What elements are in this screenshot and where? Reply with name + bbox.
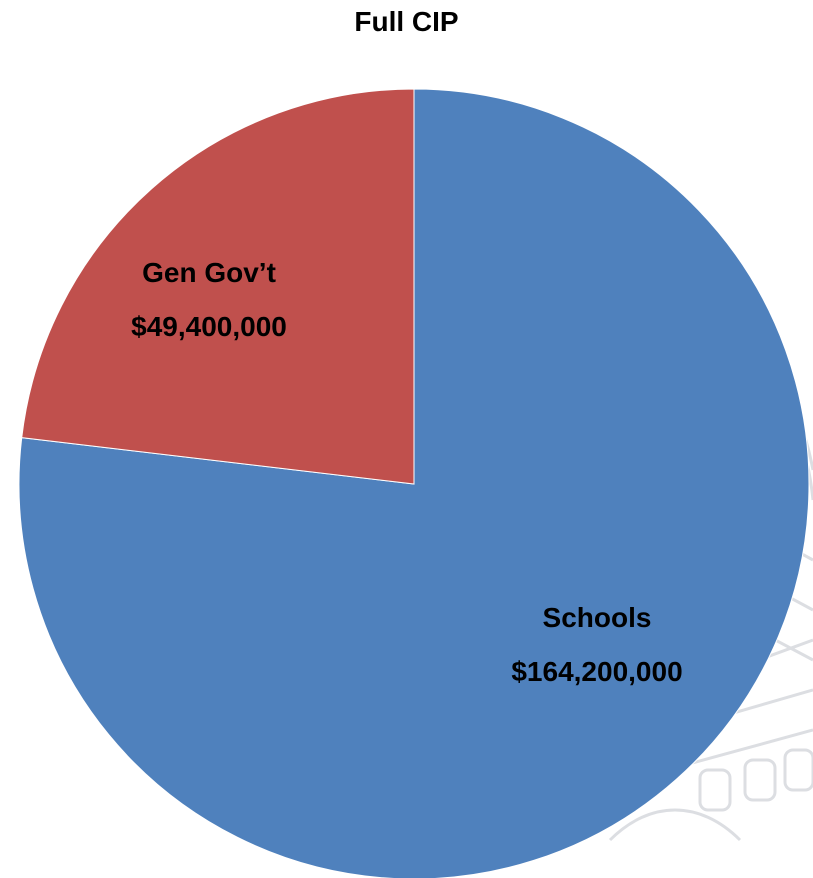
slice-label-name: Gen Gov’t (142, 257, 276, 288)
pie-slice-gen-gov-t (21, 88, 415, 485)
slice-label-value: $49,400,000 (131, 311, 287, 342)
chart-title: Full CIP (354, 6, 459, 37)
slice-label-name: Schools (543, 602, 652, 633)
pie-slices (18, 88, 810, 878)
pie-labels: Schools $164,200,000 Gen Gov’t $49,400,000 (131, 257, 683, 687)
pie-slice-schools (18, 88, 810, 878)
slice-label-value: $164,200,000 (511, 656, 682, 687)
